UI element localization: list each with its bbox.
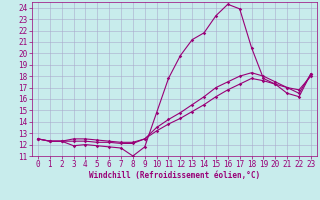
X-axis label: Windchill (Refroidissement éolien,°C): Windchill (Refroidissement éolien,°C) (89, 171, 260, 180)
